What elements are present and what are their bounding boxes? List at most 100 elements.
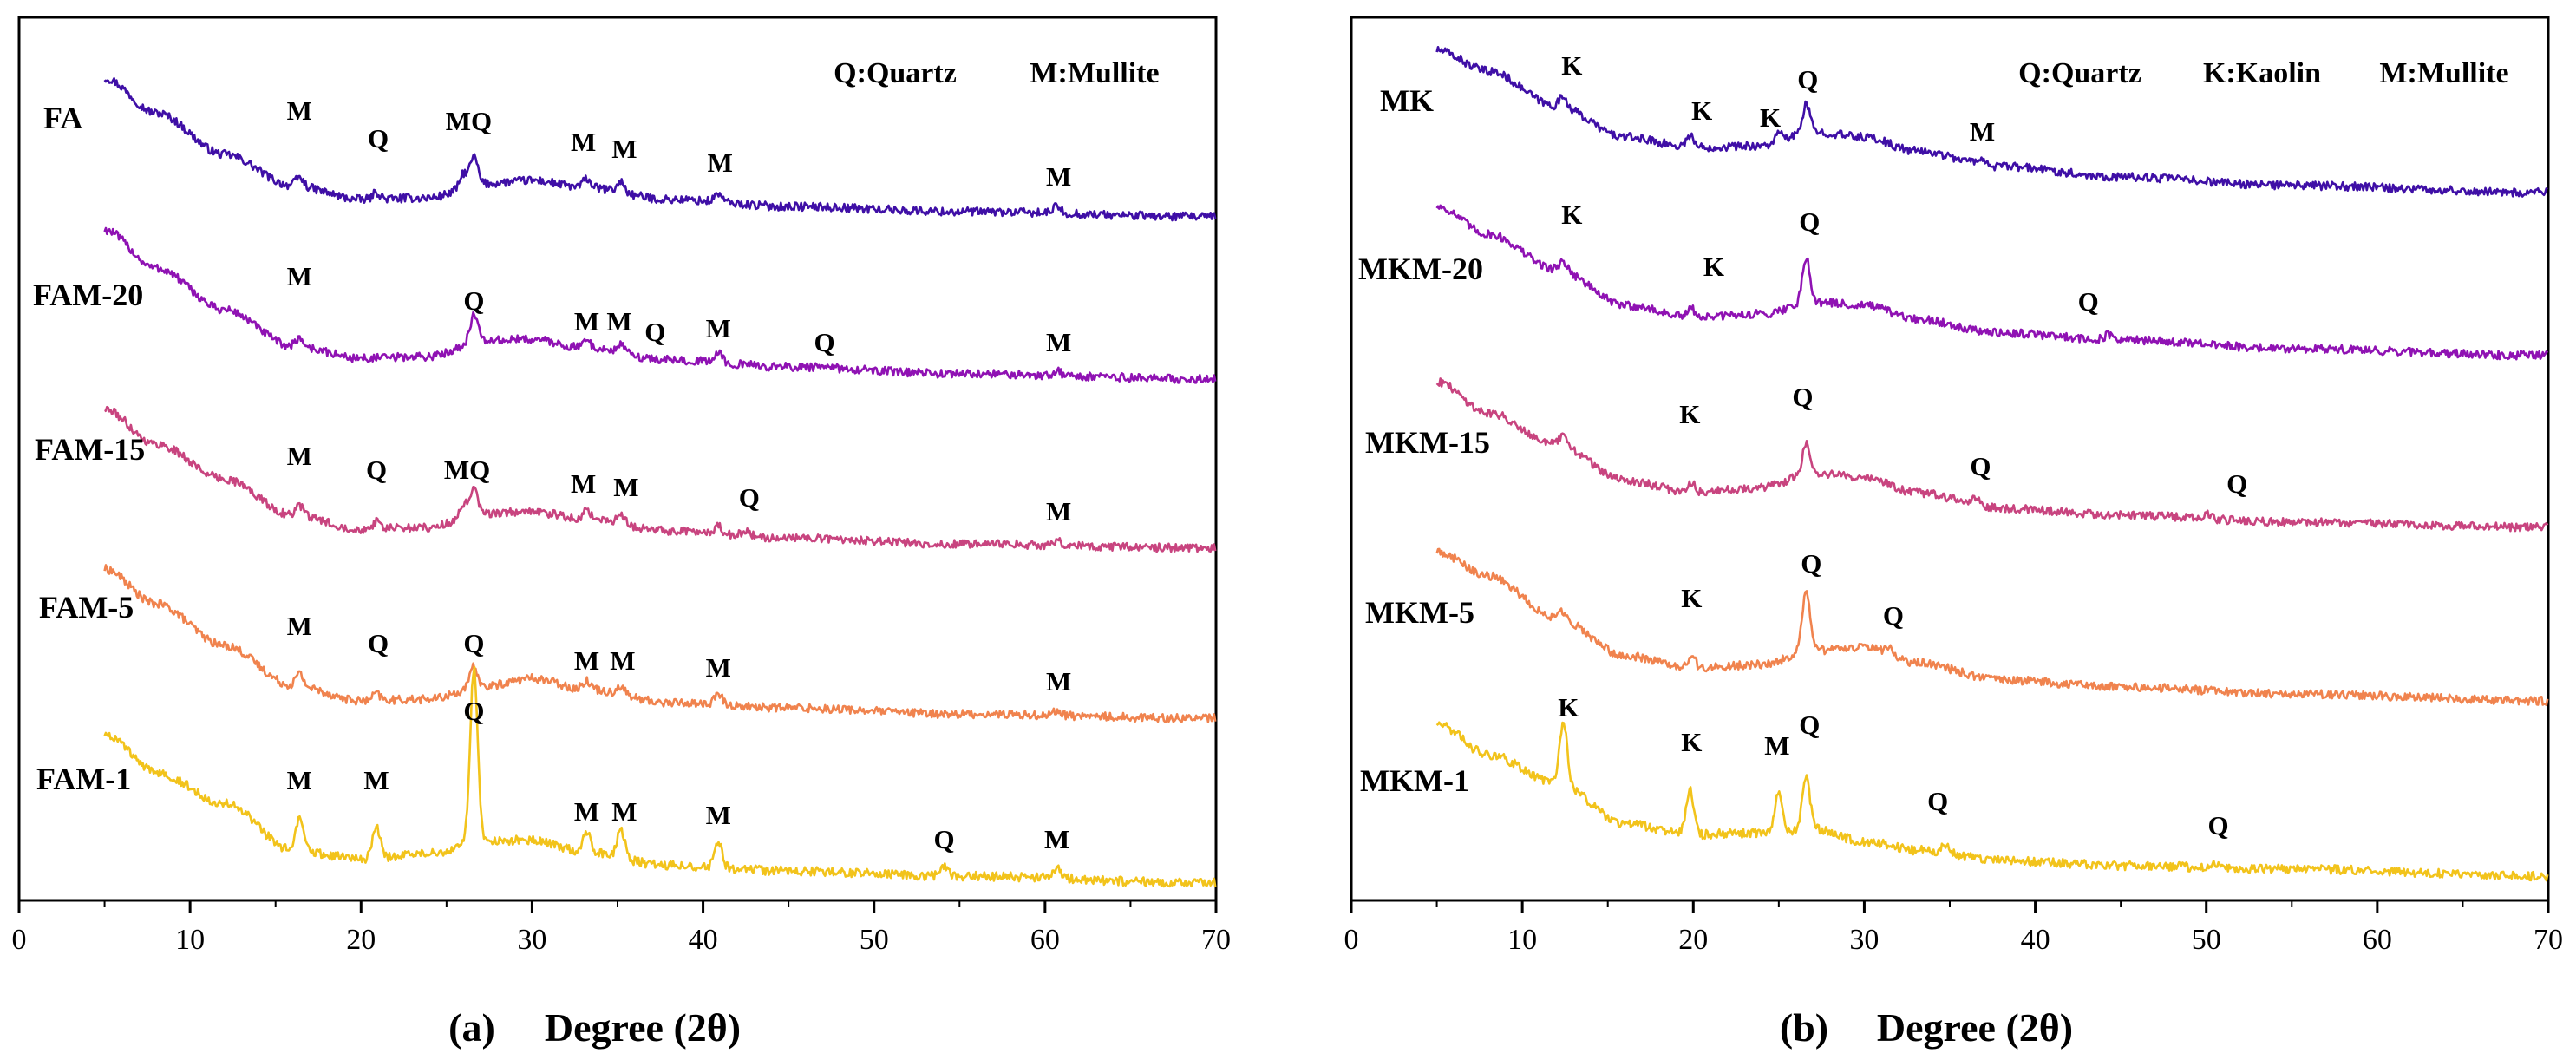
peak-annotation: Q — [2078, 286, 2099, 317]
peak-annotation: M — [1044, 824, 1069, 854]
peak-annotation: K — [1558, 692, 1579, 723]
x-axis: 0 10 20 30 40 50 60 70 — [12, 900, 1231, 956]
peak-annotation: Q — [463, 285, 484, 316]
peak-annotation: Q — [1792, 382, 1813, 412]
series-label: MK — [1380, 83, 1434, 118]
peak-annotation: Q — [1801, 548, 1821, 579]
series-line-fam-5 — [103, 564, 1217, 723]
peak-annotation: Q — [644, 317, 665, 347]
peak-annotation: M — [287, 611, 312, 641]
legend-text-mullite: M:Mullite — [1030, 57, 1159, 89]
legend-text-mullite: M:Mullite — [2379, 57, 2508, 89]
peak-annotation: M — [1764, 730, 1789, 761]
peak-annotation: M — [574, 796, 599, 827]
series-label: MKM-1 — [1360, 763, 1469, 798]
x-tick-label: 20 — [346, 924, 376, 956]
peak-annotation: M — [1970, 116, 1995, 147]
x-axis-title: Degree (2θ) — [1877, 1005, 2073, 1050]
x-tick-label: 50 — [2192, 924, 2221, 956]
peak-annotation: M — [571, 468, 596, 499]
x-tick-label: 10 — [1507, 924, 1537, 956]
peak-annotation: M — [610, 645, 635, 676]
peak-annotation: M — [611, 134, 637, 164]
x-tick-label: 20 — [1678, 924, 1708, 956]
series-label: MKM-15 — [1365, 425, 1490, 460]
peak-annotation: M — [571, 127, 596, 157]
peak-annotation: M — [287, 95, 312, 126]
series-line-mk — [1435, 45, 2548, 198]
peak-annotation: Q — [814, 327, 834, 357]
series-layer — [103, 77, 1217, 888]
peak-annotation: K — [1681, 583, 1702, 613]
peak-annotation: M — [363, 765, 389, 795]
peak-annotation: Q — [366, 455, 387, 485]
x-tick-label: 60 — [1030, 924, 1060, 956]
peak-annotation: M — [1046, 666, 1071, 697]
x-axis: 0 10 20 30 40 50 60 70 — [1344, 900, 2563, 956]
series-line-mkm-5 — [1435, 547, 2549, 707]
peak-annotation: M — [611, 796, 637, 827]
x-axis-title: Degree (2θ) — [545, 1005, 741, 1050]
legend-text-quartz: Q:Quartz — [2018, 57, 2141, 89]
peak-annotation: K — [1681, 727, 1702, 757]
peak-annotation: Q — [739, 482, 760, 513]
peak-annotation: Q — [368, 123, 389, 154]
peak-annotation: M — [708, 147, 733, 178]
peak-annotation: Q — [1927, 786, 1948, 816]
series-label: FAM-1 — [36, 762, 131, 796]
peak-annotation: K — [1691, 95, 1712, 126]
x-tick-label: 40 — [2021, 924, 2050, 956]
peak-annotation: M — [1046, 496, 1071, 527]
peak-annotation: Q — [2226, 468, 2247, 499]
peak-annotation: MQ — [444, 455, 490, 485]
peak-annotation: Q — [463, 628, 484, 658]
series-line-fa — [103, 77, 1217, 222]
x-tick-label: 10 — [175, 924, 205, 956]
peak-annotation: Q — [1970, 451, 1991, 481]
peak-annotation: Q — [368, 628, 389, 658]
peak-annotation: Q — [2207, 810, 2228, 841]
peak-annotation: Q — [463, 696, 484, 726]
x-tick-label: 30 — [517, 924, 546, 956]
peak-annotation: Q — [933, 824, 954, 854]
x-tick-label: 50 — [860, 924, 889, 956]
peak-annotation: M — [606, 306, 631, 337]
series-line-mkm-1 — [1435, 721, 2549, 882]
peak-annotation: Q — [1797, 64, 1818, 95]
series-line-mkm-15 — [1435, 377, 2549, 533]
x-tick-label: 30 — [1849, 924, 1879, 956]
peak-annotation: M — [574, 645, 599, 676]
peak-annotation: M — [574, 306, 599, 337]
series-label: MKM-20 — [1358, 252, 1483, 286]
peak-annotation: K — [1561, 200, 1582, 230]
peak-annotation: M — [706, 652, 731, 683]
peak-annotation: M — [613, 472, 638, 502]
series-label: FAM-20 — [33, 278, 143, 312]
subplot-label: (a) — [448, 1005, 495, 1050]
x-tick-label: 0 — [1344, 924, 1359, 956]
x-tick-label: 60 — [2363, 924, 2392, 956]
x-tick-label: 70 — [1201, 924, 1231, 956]
series-line-fam-20 — [103, 226, 1217, 384]
peak-annotation: M — [1046, 161, 1071, 192]
series-line-fam-1 — [103, 665, 1217, 888]
x-tick-label: 70 — [2534, 924, 2563, 956]
peak-annotation: M — [1046, 327, 1071, 357]
peak-annotation: K — [1703, 252, 1724, 282]
peak-annotation: MQ — [446, 106, 492, 136]
series-label: MKM-5 — [1365, 595, 1474, 630]
peak-annotation: M — [287, 261, 312, 291]
series-label: FAM-15 — [35, 432, 145, 467]
series-line-fam-15 — [104, 405, 1217, 553]
peak-annotation: Q — [1883, 600, 1904, 631]
series-label: FA — [43, 101, 82, 135]
x-tick-label: 40 — [689, 924, 718, 956]
series-line-mkm-20 — [1435, 204, 2549, 361]
peak-annotation: K — [1760, 102, 1781, 133]
x-tick-label: 0 — [12, 924, 27, 956]
series-layer — [1435, 45, 2549, 882]
